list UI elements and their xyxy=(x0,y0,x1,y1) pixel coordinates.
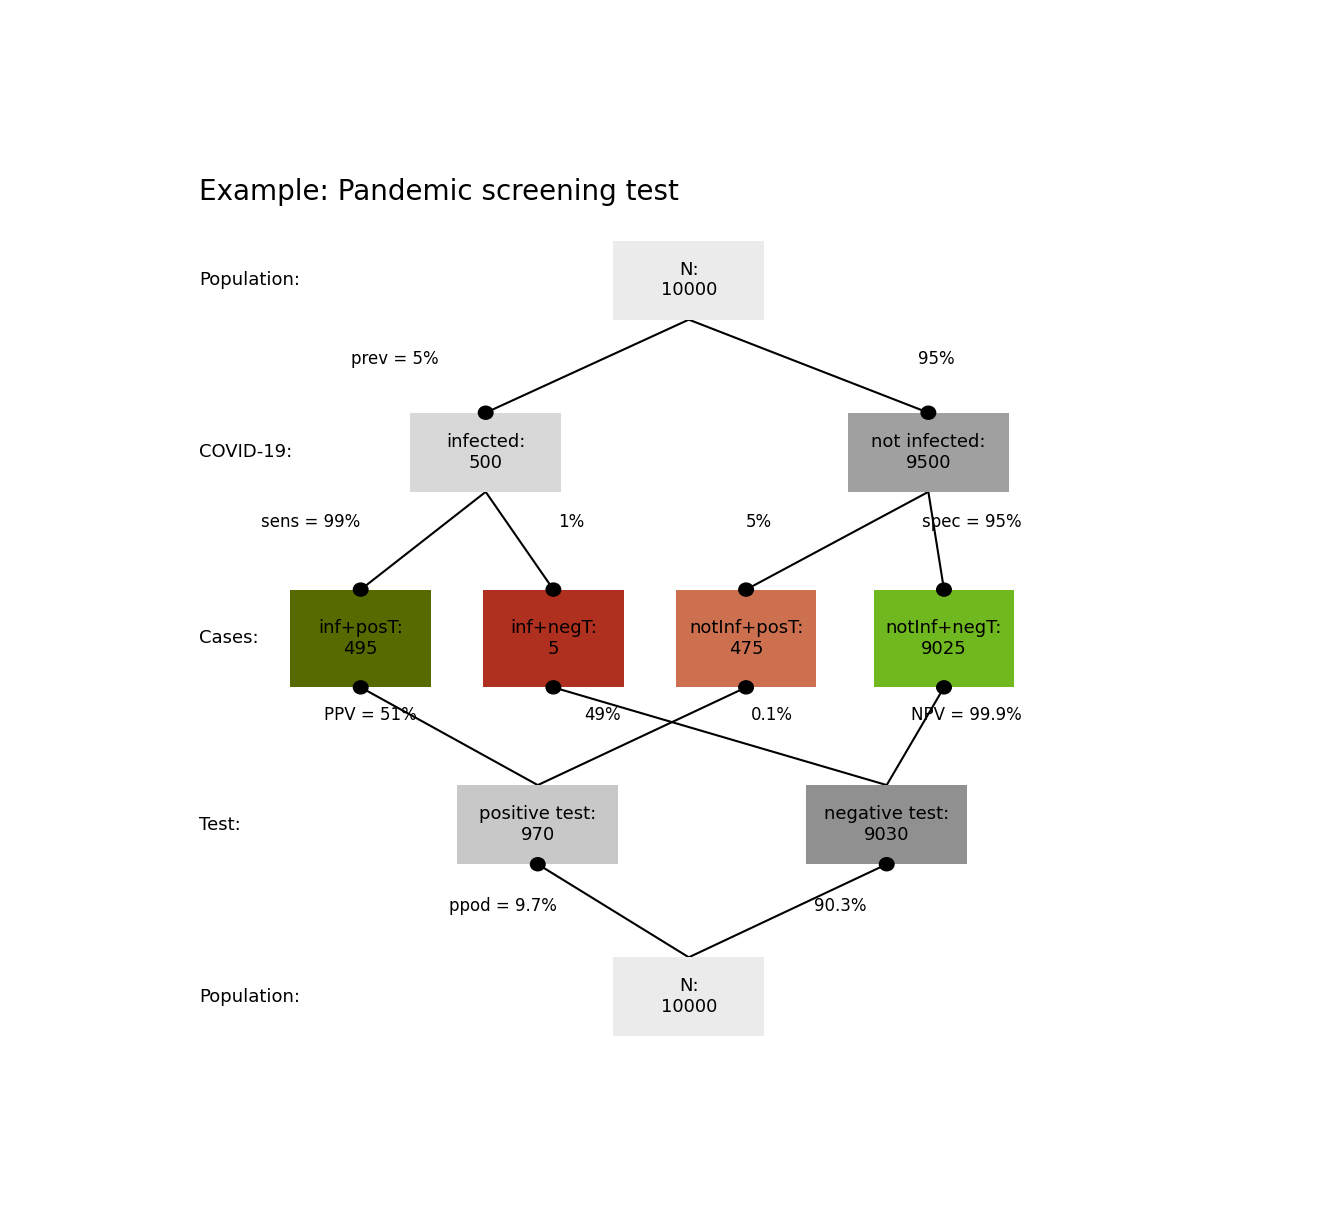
Circle shape xyxy=(937,681,952,694)
Text: 0.1%: 0.1% xyxy=(751,706,793,724)
Text: PPV = 51%: PPV = 51% xyxy=(324,706,417,724)
Text: Test:: Test: xyxy=(199,816,241,834)
FancyBboxPatch shape xyxy=(848,412,1009,492)
Circle shape xyxy=(546,681,560,694)
FancyBboxPatch shape xyxy=(874,590,1015,688)
Text: spec = 95%: spec = 95% xyxy=(922,513,1023,531)
FancyBboxPatch shape xyxy=(482,590,624,688)
Circle shape xyxy=(478,406,493,420)
Text: 1%: 1% xyxy=(559,513,585,531)
Text: N:
10000: N: 10000 xyxy=(661,261,716,300)
FancyBboxPatch shape xyxy=(806,785,968,864)
Circle shape xyxy=(546,583,560,596)
Circle shape xyxy=(921,406,935,420)
Circle shape xyxy=(739,681,754,694)
Text: 95%: 95% xyxy=(918,351,954,369)
Text: positive test:
970: positive test: 970 xyxy=(480,805,597,844)
FancyBboxPatch shape xyxy=(290,590,431,688)
Text: NPV = 99.9%: NPV = 99.9% xyxy=(911,706,1023,724)
Text: N:
10000: N: 10000 xyxy=(661,978,716,1017)
Text: Population:: Population: xyxy=(199,988,300,1006)
FancyBboxPatch shape xyxy=(457,785,618,864)
FancyBboxPatch shape xyxy=(613,241,765,319)
Text: Example: Pandemic screening test: Example: Pandemic screening test xyxy=(199,178,679,206)
FancyBboxPatch shape xyxy=(613,958,765,1036)
Text: not infected:
9500: not infected: 9500 xyxy=(871,433,985,472)
Circle shape xyxy=(353,681,368,694)
Circle shape xyxy=(739,583,754,596)
Text: prev = 5%: prev = 5% xyxy=(351,351,438,369)
Circle shape xyxy=(937,583,952,596)
Text: 5%: 5% xyxy=(746,513,773,531)
Text: inf+posT:
495: inf+posT: 495 xyxy=(319,619,403,658)
Text: sens = 99%: sens = 99% xyxy=(262,513,360,531)
Text: Cases:: Cases: xyxy=(199,630,259,648)
Text: notInf+posT:
475: notInf+posT: 475 xyxy=(689,619,804,658)
Text: infected:
500: infected: 500 xyxy=(446,433,526,472)
Circle shape xyxy=(879,857,894,870)
Circle shape xyxy=(531,857,546,870)
Text: ppod = 9.7%: ppod = 9.7% xyxy=(449,897,558,915)
Text: negative test:
9030: negative test: 9030 xyxy=(824,805,949,844)
Text: notInf+negT:
9025: notInf+negT: 9025 xyxy=(886,619,1003,658)
Text: inf+negT:
5: inf+negT: 5 xyxy=(509,619,597,658)
Text: 49%: 49% xyxy=(585,706,621,724)
FancyBboxPatch shape xyxy=(676,590,816,688)
FancyBboxPatch shape xyxy=(410,412,562,492)
Text: 90.3%: 90.3% xyxy=(814,897,867,915)
Circle shape xyxy=(353,583,368,596)
Text: COVID-19:: COVID-19: xyxy=(199,444,293,462)
Text: Population:: Population: xyxy=(199,271,300,289)
